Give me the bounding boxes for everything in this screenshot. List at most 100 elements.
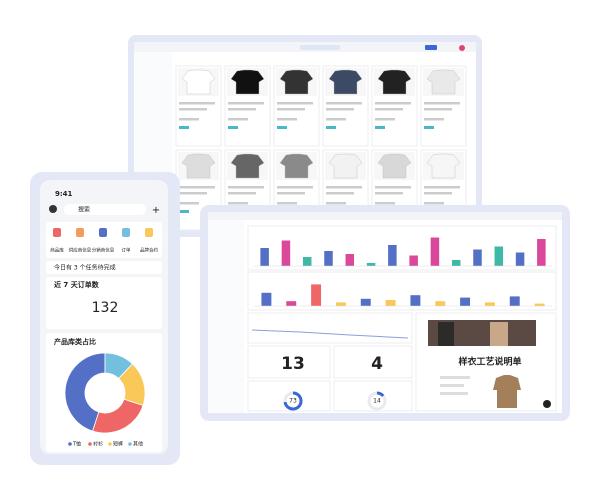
bar bbox=[302, 257, 312, 266]
gauge-value: 73 bbox=[289, 398, 297, 405]
text-line bbox=[179, 102, 215, 105]
legend-label: T恤 bbox=[72, 441, 81, 448]
shirt bbox=[279, 153, 314, 179]
text-line bbox=[326, 186, 362, 189]
bar bbox=[345, 254, 355, 266]
tag bbox=[179, 210, 189, 213]
avatar bbox=[49, 205, 57, 213]
tag bbox=[326, 126, 336, 129]
photo-figure bbox=[490, 322, 508, 346]
shortcut-label: 商品库 bbox=[50, 247, 64, 254]
bar bbox=[515, 252, 525, 266]
bar bbox=[335, 302, 346, 306]
gauge-card bbox=[333, 380, 413, 412]
text-line bbox=[228, 118, 248, 121]
text-line bbox=[326, 202, 346, 205]
chart-card bbox=[247, 271, 557, 311]
bar bbox=[360, 298, 371, 306]
shirt bbox=[328, 69, 363, 95]
pie-title: 产品库类占比 bbox=[54, 337, 96, 346]
status-time: 9:41 bbox=[55, 190, 73, 198]
legend-label: 短裤 bbox=[113, 441, 123, 448]
text-line bbox=[375, 192, 403, 195]
gauge-arc bbox=[283, 391, 303, 411]
search-placeholder: 搜索 bbox=[78, 206, 90, 214]
shortcut-label: 供应商信息 bbox=[69, 247, 92, 254]
legend-label: 衬衫 bbox=[93, 441, 103, 448]
bar bbox=[430, 237, 440, 266]
bar bbox=[451, 260, 461, 266]
shortcut-icon[interactable] bbox=[76, 228, 84, 237]
text-line bbox=[179, 118, 199, 121]
text-line bbox=[375, 186, 411, 189]
tag bbox=[424, 126, 434, 129]
shortcut-icon[interactable] bbox=[99, 228, 107, 237]
text-line bbox=[179, 186, 215, 189]
tag bbox=[375, 126, 385, 129]
shortcut-label: 分销商信息 bbox=[92, 247, 115, 254]
shirt bbox=[181, 69, 216, 95]
text-line bbox=[228, 108, 256, 111]
bar bbox=[473, 249, 482, 266]
task-text: 今日有 3 个任务待完成 bbox=[54, 264, 116, 272]
kpi-value: 4 bbox=[371, 354, 383, 374]
bar bbox=[311, 284, 322, 306]
bar bbox=[537, 239, 546, 266]
shirt bbox=[426, 69, 461, 95]
shortcut-icon[interactable] bbox=[145, 228, 153, 237]
shirt bbox=[426, 153, 461, 179]
text-line bbox=[440, 376, 470, 379]
shirt bbox=[230, 69, 265, 95]
bar bbox=[281, 240, 291, 266]
card-title: 样衣工艺说明单 bbox=[458, 356, 521, 368]
orders-card bbox=[46, 277, 162, 329]
chart-card bbox=[247, 225, 557, 271]
shortcut-icon[interactable] bbox=[53, 228, 61, 237]
text-line bbox=[424, 102, 460, 105]
search-bar[interactable] bbox=[64, 204, 146, 215]
bar bbox=[409, 255, 418, 266]
laptop-button[interactable] bbox=[425, 45, 437, 50]
text-line bbox=[375, 102, 411, 105]
text-line bbox=[424, 202, 444, 205]
coat-image bbox=[493, 375, 521, 408]
bar bbox=[460, 297, 471, 306]
bar bbox=[410, 295, 421, 306]
laptop-tab bbox=[300, 45, 340, 50]
legend-swatch bbox=[128, 442, 132, 446]
bar bbox=[261, 292, 272, 306]
bar bbox=[385, 300, 396, 306]
shirt bbox=[279, 69, 314, 95]
task-card[interactable] bbox=[46, 261, 162, 274]
line bbox=[251, 329, 409, 339]
text-line bbox=[375, 108, 403, 111]
bar bbox=[260, 248, 269, 266]
add-button[interactable]: + bbox=[152, 205, 160, 216]
shirt bbox=[377, 69, 412, 95]
text-line bbox=[179, 108, 207, 111]
shortcut-label: 订单 bbox=[122, 247, 131, 254]
kpi-value: 13 bbox=[281, 354, 305, 374]
text-line bbox=[424, 118, 444, 121]
bar bbox=[435, 301, 446, 306]
kpi-card bbox=[333, 345, 413, 379]
bar bbox=[509, 296, 520, 306]
shirt bbox=[377, 153, 412, 179]
legend-swatch bbox=[68, 442, 72, 446]
bar bbox=[484, 302, 495, 306]
text-line bbox=[424, 108, 452, 111]
shortcut-icon[interactable] bbox=[122, 228, 130, 237]
text-line bbox=[179, 202, 199, 205]
text-line bbox=[228, 202, 248, 205]
bar bbox=[286, 301, 297, 306]
bar bbox=[324, 251, 333, 266]
text-line bbox=[277, 192, 305, 195]
tag bbox=[277, 126, 287, 129]
text-line bbox=[277, 118, 297, 121]
text-line bbox=[424, 192, 452, 195]
shortcut-label: 品牌合约 bbox=[140, 247, 158, 254]
bar bbox=[388, 245, 397, 266]
shirt bbox=[181, 153, 216, 179]
help-button[interactable] bbox=[543, 400, 551, 408]
